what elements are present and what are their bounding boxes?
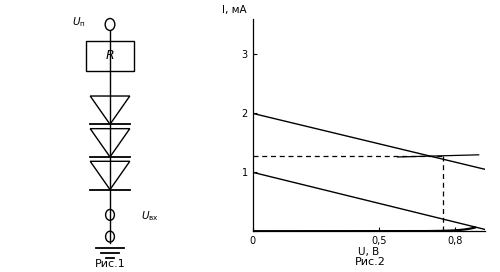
Text: Рис.2: Рис.2 (354, 256, 386, 267)
Bar (86, 41, 134, 71)
Polygon shape (90, 129, 130, 157)
Polygon shape (90, 96, 130, 124)
Text: $U_\mathrm{вх}$: $U_\mathrm{вх}$ (140, 209, 158, 223)
X-axis label: U, В: U, В (358, 248, 380, 258)
Text: $U_\mathrm{п}$: $U_\mathrm{п}$ (72, 15, 86, 29)
Text: Рис.1: Рис.1 (94, 259, 126, 269)
Polygon shape (90, 161, 130, 190)
Text: R: R (106, 49, 114, 62)
Text: I, мА: I, мА (222, 5, 247, 15)
